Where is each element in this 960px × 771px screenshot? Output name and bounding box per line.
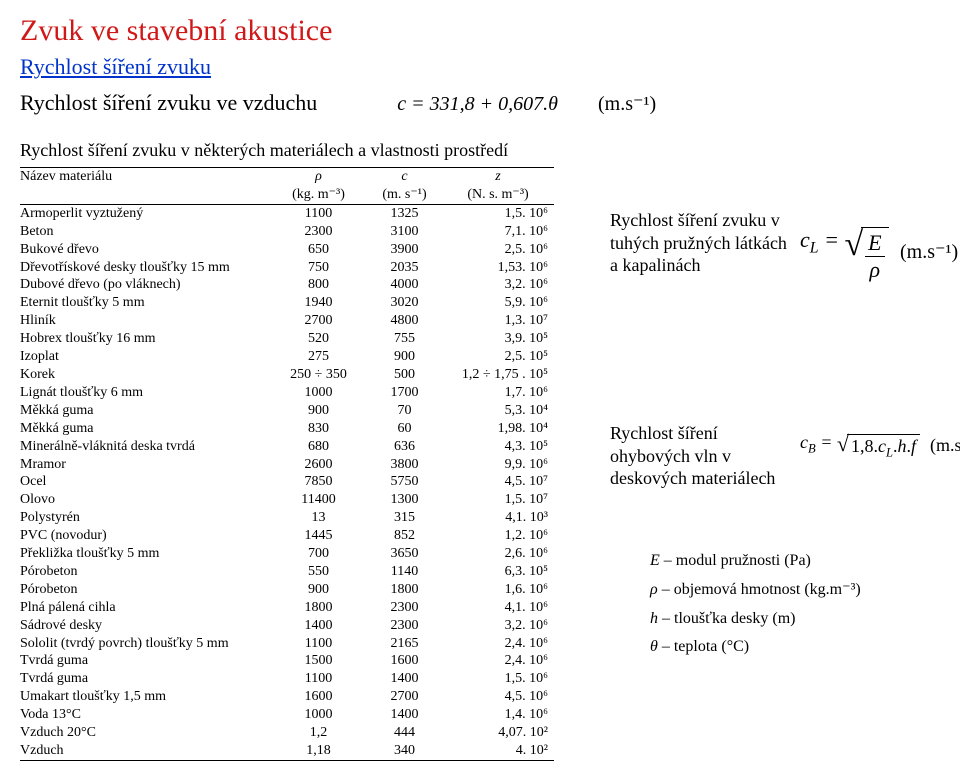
table-row: Plná pálená cihla180023004,1. 10⁶ <box>20 599 554 617</box>
table-row: Eternit tloušťky 5 mm194030205,9. 10⁶ <box>20 294 554 312</box>
table-row: Minerálně-vláknitá deska tvrdá6806364,3.… <box>20 438 554 456</box>
table-row: Tvrdá guma150016002,4. 10⁶ <box>20 652 554 670</box>
table-row: Voda 13°C100014001,4. 10⁶ <box>20 706 554 724</box>
section-heading-speed: Rychlost šíření zvuku <box>20 54 940 80</box>
desc-solid-liquid: Rychlost šíření zvuku v tuhých pružných … <box>610 209 790 277</box>
page-title: Zvuk ve stavební akustice <box>20 14 940 48</box>
materials-table: Název materiálu ρ c z (kg. m⁻³) (m. s⁻¹)… <box>20 167 554 761</box>
materials-intro: Rychlost šíření zvuku v některých materi… <box>20 140 940 161</box>
unit-ms-cL: (m.s⁻¹) <box>900 239 958 264</box>
table-row: Korek250 ÷ 3505001,2 ÷ 1,75 . 10⁵ <box>20 366 554 384</box>
equation-cB: cB = √ 1,8.cL.h.f <box>800 432 920 461</box>
table-row: Olovo1140013001,5. 10⁷ <box>20 491 554 509</box>
table-row: Hobrex tloušťky 16 mm5207553,9. 10⁵ <box>20 330 554 348</box>
table-row: Pórobeton55011406,3. 10⁵ <box>20 563 554 581</box>
table-row: Vzduch1,183404. 10² <box>20 742 554 760</box>
unit-ms-cB: (m.s⁻¹) <box>930 435 960 456</box>
symbol-definitions: E – modul pružnosti (Pa) ρ – objemová hm… <box>650 547 861 662</box>
col-unit-rho: (kg. m⁻³) <box>276 186 367 204</box>
table-row: Pórobeton90018001,6. 10⁶ <box>20 581 554 599</box>
table-row: Bukové dřevo65039002,5. 10⁶ <box>20 241 554 259</box>
table-row: PVC (novodur)14458521,2. 10⁶ <box>20 527 554 545</box>
table-row: Sololit (tvrdý povrch) tloušťky 5 mm1100… <box>20 635 554 653</box>
air-speed-label: Rychlost šíření zvuku ve vzduchu <box>20 90 317 116</box>
table-row: Měkká guma900705,3. 10⁴ <box>20 402 554 420</box>
table-row: Izoplat2759002,5. 10⁵ <box>20 348 554 366</box>
col-header-rho: ρ <box>276 168 367 186</box>
col-unit-z: (N. s. m⁻³) <box>448 186 554 204</box>
col-header-name: Název materiálu <box>20 168 276 186</box>
table-row: Vzduch 20°C1,24444,07. 10² <box>20 724 554 742</box>
right-panel: Rychlost šíření zvuku v tuhých pružných … <box>610 167 940 761</box>
air-speed-equation: c = 331,8 + 0,607.θ <box>397 93 558 116</box>
col-header-z: z <box>448 168 554 186</box>
table-row: Hliník270048001,3. 10⁷ <box>20 312 554 330</box>
table-row: Tvrdá guma110014001,5. 10⁶ <box>20 670 554 688</box>
equation-cL: cL = √ E ρ <box>800 227 889 283</box>
col-header-c: c <box>367 168 448 186</box>
table-row: Lignát tloušťky 6 mm100017001,7. 10⁶ <box>20 384 554 402</box>
table-row: Polystyrén133154,1. 10³ <box>20 509 554 527</box>
col-unit-c: (m. s⁻¹) <box>367 186 448 204</box>
unit-ms: (m.s⁻¹) <box>598 91 656 116</box>
table-row: Měkká guma830601,98. 10⁴ <box>20 420 554 438</box>
col-unit-name <box>20 186 276 204</box>
desc-bending-waves: Rychlost šíření ohybových vln v deskovýc… <box>610 422 790 490</box>
table-row: Armoperlit vyztužený110013251,5. 10⁶ <box>20 204 554 222</box>
table-row: Dřevotřískové desky tloušťky 15 mm750203… <box>20 259 554 277</box>
table-row: Sádrové desky140023003,2. 10⁶ <box>20 617 554 635</box>
table-row: Umakart tloušťky 1,5 mm160027004,5. 10⁶ <box>20 688 554 706</box>
table-row: Mramor260038009,9. 10⁶ <box>20 456 554 474</box>
table-row: Beton230031007,1. 10⁶ <box>20 223 554 241</box>
table-row: Ocel785057504,5. 10⁷ <box>20 473 554 491</box>
table-row: Překližka tloušťky 5 mm70036502,6. 10⁶ <box>20 545 554 563</box>
table-row: Dubové dřevo (po vláknech)80040003,2. 10… <box>20 276 554 294</box>
